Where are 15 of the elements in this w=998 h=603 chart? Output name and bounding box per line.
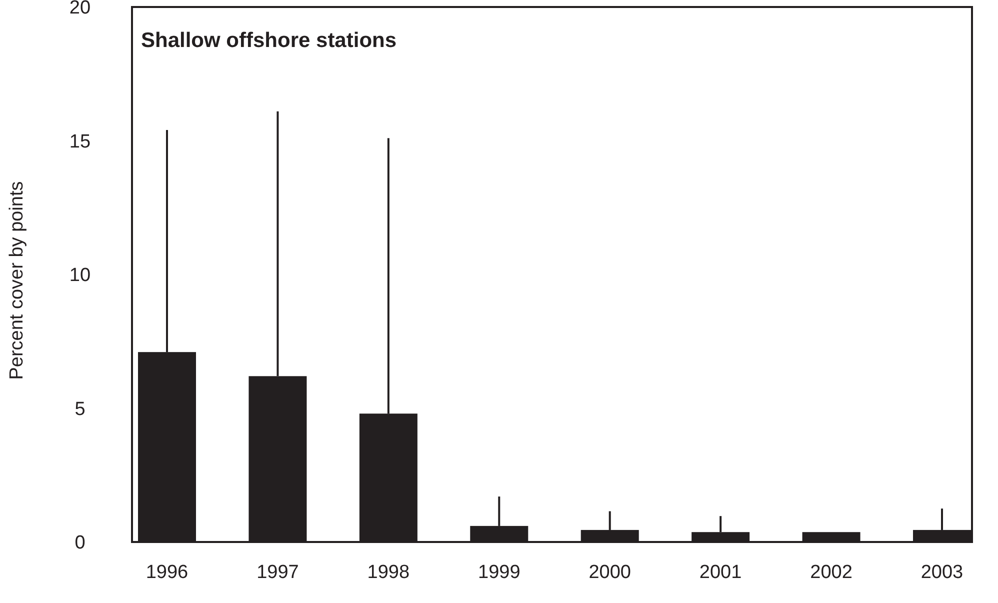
x-tick-label: 1996 (146, 562, 188, 583)
y-tick-label: 10 (69, 265, 91, 286)
x-tick-label: 1999 (478, 562, 520, 583)
y-tick-label: 20 (69, 0, 91, 19)
x-tick-label: 2002 (810, 562, 852, 583)
x-tick-label: 2001 (699, 562, 742, 583)
text: Shallow offshore stations (141, 29, 397, 52)
y-tick-label: 5 (74, 398, 86, 420)
y-tick-label: 15 (69, 131, 91, 152)
x-tick-label: 2000 (588, 562, 631, 583)
x-tick-label: 1997 (256, 562, 299, 583)
y-tick-label: 0 (74, 532, 86, 554)
x-tick-label: 2003 (920, 562, 964, 583)
x-tick-label: 1998 (367, 562, 410, 583)
y-axis-title: Percent cover by points (6, 181, 28, 380)
